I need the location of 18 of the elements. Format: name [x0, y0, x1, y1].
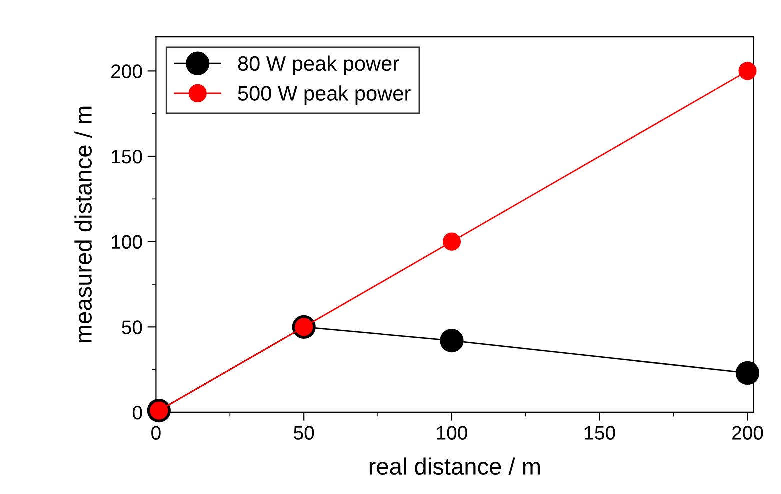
y-tick-label: 200 — [112, 64, 142, 78]
x-tick-label: 100 — [437, 426, 468, 440]
y-tick-label: 50 — [122, 320, 142, 334]
y-axis-title: measured distance / m — [74, 106, 92, 343]
x-tick-label: 200 — [732, 426, 764, 440]
x-tick-label: 0 — [152, 426, 161, 440]
point — [736, 361, 760, 386]
point — [442, 232, 462, 251]
y-tick-label: 150 — [112, 150, 142, 164]
legend-label: 500 W peak power — [238, 86, 411, 106]
y-tick-label: 0 — [132, 406, 142, 420]
x-axis-title: real distance / m — [370, 458, 540, 476]
x-tick-label: 150 — [585, 426, 616, 440]
point — [738, 62, 757, 80]
y-tick-label: 100 — [112, 235, 142, 250]
x-tick-label: 50 — [294, 426, 314, 440]
legend-label: 80 W peak power — [238, 56, 400, 76]
point — [440, 329, 464, 353]
